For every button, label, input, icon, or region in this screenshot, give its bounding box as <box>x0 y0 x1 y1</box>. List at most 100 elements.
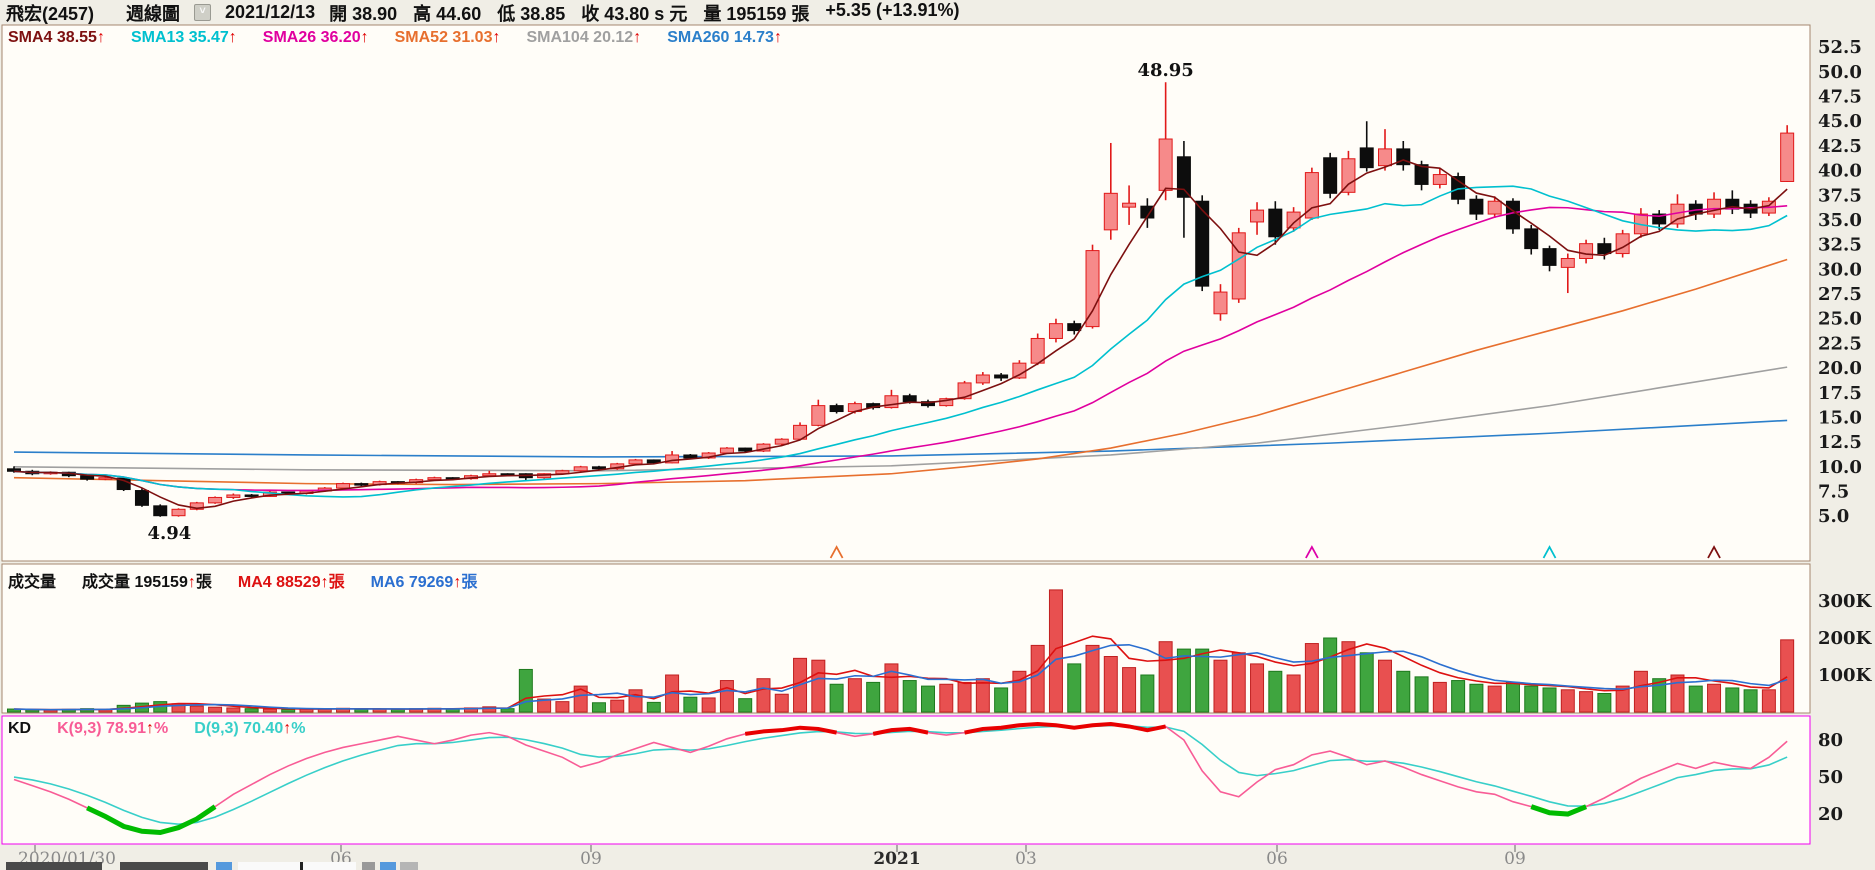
candle-body <box>573 466 588 472</box>
volume-bar <box>1560 689 1575 713</box>
volume-panel-title: 成交量 <box>8 574 57 591</box>
kd-oversold-mark <box>1530 804 1588 817</box>
volume-bar <box>646 701 661 713</box>
price-axis-tick: 20.0 <box>1818 358 1862 379</box>
volume-ma6-line <box>13 643 1788 711</box>
taskbar-fragment[interactable] <box>216 862 232 870</box>
candle-body <box>683 454 698 459</box>
taskbar-fragment[interactable] <box>238 862 356 870</box>
header-field: 低 38.85 <box>497 3 566 24</box>
volume-bar <box>1743 689 1758 713</box>
price-panel[interactable] <box>1 24 1811 562</box>
kd-axis-tick: 80 <box>1818 730 1843 751</box>
candle-body <box>1780 132 1795 182</box>
volume-bar <box>1597 693 1612 713</box>
header-bar: 飛宏(2457) 週線圖 ˅ 2021/12/13 開 38.90 高 44.60… <box>0 0 1875 25</box>
volume-bar <box>1707 683 1722 713</box>
volume-bar <box>1378 659 1392 713</box>
volume-legend-item: 成交量 195159↑張 <box>82 574 212 591</box>
candle-body <box>153 505 168 517</box>
volume-bar <box>1414 676 1429 713</box>
event-mark-icon <box>829 545 844 559</box>
taskbar-fragment[interactable] <box>300 862 303 870</box>
x-axis-label: 09 <box>580 849 602 869</box>
volume-bar <box>1725 687 1740 713</box>
volume-bar <box>1579 691 1594 713</box>
volume-bar <box>1761 689 1776 713</box>
kd-legend: KD K(9,3) 78.91↑% D(9,3) 70.40↑% <box>8 720 305 738</box>
candle-body <box>1213 291 1228 315</box>
sma104-line <box>13 366 1788 472</box>
volume-bar <box>518 668 533 713</box>
volume-bar <box>1195 648 1210 713</box>
kd-oversold-mark <box>86 804 217 836</box>
volume-bar <box>939 683 954 713</box>
candle-body <box>957 382 972 400</box>
volume-bar <box>884 663 899 713</box>
session-date: 2021/12/13 <box>225 2 316 22</box>
candle-body <box>939 398 954 407</box>
candle-body <box>646 459 661 464</box>
candle-body <box>665 454 680 464</box>
volume-bar <box>1067 663 1082 713</box>
candle-body <box>1597 243 1612 255</box>
sma4-line <box>13 159 1788 510</box>
candle-body <box>829 405 844 413</box>
taskbar-fragment[interactable] <box>6 862 102 870</box>
price-extreme-label: 4.94 <box>147 523 191 544</box>
volume-bar <box>1341 641 1356 713</box>
candle-body <box>1359 147 1374 169</box>
price-axis-tick: 17.5 <box>1818 383 1862 404</box>
kd-overbought-mark <box>964 721 1167 735</box>
sma26-line <box>13 205 1788 492</box>
candle-body <box>134 490 149 506</box>
kd-panel[interactable] <box>1 715 1811 845</box>
volume-bar <box>591 702 606 713</box>
volume-bar <box>1213 659 1228 713</box>
volume-bar <box>1487 685 1502 713</box>
candle-body <box>1487 200 1502 215</box>
volume-bar <box>628 689 643 713</box>
taskbar-fragment[interactable] <box>400 862 418 870</box>
candle-body <box>1432 174 1447 185</box>
volume-axis-tick: 100K <box>1818 665 1873 686</box>
volume-bar <box>500 708 515 713</box>
volume-bar <box>262 708 277 713</box>
taskbar-fragment[interactable] <box>380 862 396 870</box>
volume-bar <box>537 698 552 713</box>
taskbar-fragment[interactable] <box>362 862 375 870</box>
volume-bar <box>1396 670 1411 713</box>
candle-body <box>1542 248 1557 266</box>
ohlc-fields: 開 38.90 高 44.60 低 38.85 收 43.80 s 元量 195159… <box>329 0 969 26</box>
candle-body <box>1012 362 1027 379</box>
volume-bar <box>1451 680 1466 713</box>
volume-bar <box>738 698 753 713</box>
volume-bar <box>1780 639 1795 713</box>
volume-bar <box>847 678 862 713</box>
volume-bar <box>1652 678 1667 713</box>
volume-bar <box>1122 667 1137 713</box>
stock-title: 飛宏(2457) <box>6 3 95 24</box>
volume-bar <box>1505 681 1520 713</box>
volume-bar <box>1432 681 1447 713</box>
price-axis-tick: 52.5 <box>1818 37 1862 58</box>
taskbar-fragment[interactable] <box>120 862 208 870</box>
period-dropdown-icon[interactable]: ˅ <box>194 4 212 21</box>
volume-axis-tick: 200K <box>1818 628 1873 649</box>
x-axis-label: 2021 <box>873 849 920 869</box>
volume-bar <box>1359 652 1374 713</box>
sma-legend-item: SMA26 36.20↑ <box>262 29 369 46</box>
price-axis-tick: 32.5 <box>1818 235 1862 256</box>
kd-d-line <box>13 724 1788 825</box>
candle-body <box>1268 208 1283 238</box>
kd-legend-item: D(9,3) 70.40↑% <box>194 720 306 737</box>
volume-bar <box>1231 652 1246 713</box>
sma-legend: SMA4 38.55↑ SMA13 35.47↑ SMA26 36.20↑ SMA52… <box>8 29 782 47</box>
candle-body <box>1469 198 1484 215</box>
candle-body <box>189 502 204 510</box>
volume-bar <box>1670 674 1685 713</box>
volume-bar <box>610 699 625 713</box>
kd-axis-tick: 20 <box>1818 804 1843 825</box>
candle-body <box>1122 202 1137 208</box>
